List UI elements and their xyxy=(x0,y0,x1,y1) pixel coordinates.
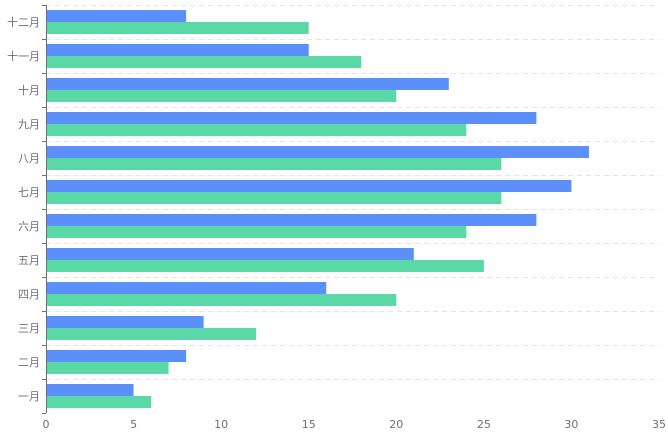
bar-series-2 xyxy=(46,192,502,204)
bar-series-2 xyxy=(46,328,257,340)
x-tick-label: 10 xyxy=(214,418,228,431)
bar-series-1 xyxy=(46,350,187,362)
bar-series-1 xyxy=(46,214,537,226)
bar-series-2 xyxy=(46,56,362,68)
x-tick-label: 0 xyxy=(43,418,50,431)
y-tick-label: 十二月 xyxy=(7,15,40,29)
bar-series-1 xyxy=(46,316,204,328)
bar-series-2 xyxy=(46,90,397,102)
axis-layer xyxy=(42,5,47,414)
bar-series-2 xyxy=(46,124,467,136)
bar-series-2 xyxy=(46,158,502,170)
bar-series-1 xyxy=(46,112,537,124)
y-tick-label: 二月 xyxy=(18,356,40,369)
bar-series-2 xyxy=(46,22,309,34)
x-tick-label: 25 xyxy=(477,418,491,431)
x-tick-label: 5 xyxy=(130,418,137,431)
bar-series-2 xyxy=(46,396,152,408)
x-tick-label: 30 xyxy=(564,418,578,431)
bars-layer xyxy=(46,10,589,408)
bar-series-1 xyxy=(46,282,327,294)
bar-series-1 xyxy=(46,248,414,260)
y-tick-label: 六月 xyxy=(18,220,40,233)
bar-series-2 xyxy=(46,294,397,306)
grid-layer xyxy=(46,5,659,380)
bar-series-1 xyxy=(46,44,309,56)
bar-series-1 xyxy=(46,180,572,192)
bar-series-2 xyxy=(46,362,169,374)
y-tick-label: 八月 xyxy=(18,152,40,165)
x-tick-label: 15 xyxy=(302,418,316,431)
y-tick-label: 十一月 xyxy=(7,49,40,63)
bar-series-1 xyxy=(46,146,589,158)
y-tick-label: 九月 xyxy=(18,118,40,131)
y-tick-label: 四月 xyxy=(18,288,40,301)
y-tick-label: 三月 xyxy=(18,322,40,335)
bar-series-2 xyxy=(46,260,484,272)
y-tick-label: 七月 xyxy=(18,186,40,199)
bar-series-1 xyxy=(46,10,187,22)
x-tick-label: 35 xyxy=(652,418,666,431)
bar-series-2 xyxy=(46,226,467,238)
y-tick-label: 一月 xyxy=(18,390,40,403)
y-tick-label: 五月 xyxy=(18,254,40,267)
bar-series-1 xyxy=(46,384,134,396)
x-tick-label: 20 xyxy=(389,418,403,431)
labels-layer: 一月 二月 三月 四月 五月 六月 七月 八月 九月 十月 十一月 十二月 0 5 10 15 20 25 30 35 xyxy=(7,15,666,431)
bar-series-1 xyxy=(46,78,449,90)
y-tick-label: 十月 xyxy=(18,83,40,97)
